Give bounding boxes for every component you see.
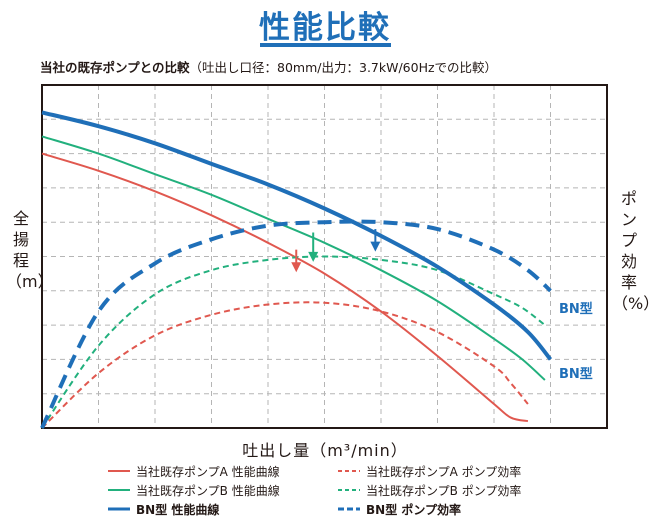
page-title: 性能比較 <box>259 10 391 46</box>
series-pump-a-head <box>41 152 529 423</box>
subtitle-main: 当社の既存ポンプとの比較 <box>40 60 190 75</box>
legend-swatch <box>108 507 130 511</box>
series-pump-b-efficiency <box>41 255 546 429</box>
x-axis-label: 吐出し量（m³/min） <box>242 441 408 460</box>
annotation-bn-efficiency: BN型 <box>559 301 593 317</box>
series-pump-b-head <box>41 135 546 381</box>
legend-swatch <box>108 470 130 472</box>
legend-label: 当社既存ポンプA ポンプ効率 <box>366 464 522 479</box>
series-pump-a-efficiency <box>41 301 529 429</box>
legend-swatch <box>338 470 360 472</box>
legend-swatch <box>338 489 360 491</box>
series-bn-head <box>41 110 553 361</box>
annotation-bn-head: BN型 <box>559 366 593 382</box>
legend-label: BN型 性能曲線 <box>136 502 220 517</box>
subtitle-note: （吐出し口径：80mm/出力：3.7kW/60Hzでの比較） <box>189 60 498 75</box>
legend-swatch <box>338 507 360 511</box>
y-axis-label-efficiency: ポ ン プ 効 率 （%） <box>612 189 650 313</box>
legend-label: 当社既存ポンプA 性能曲線 <box>136 464 280 479</box>
legend-item-pump-a-head: 当社既存ポンプA 性能曲線 <box>108 462 280 480</box>
legend-label: 当社既存ポンプB ポンプ効率 <box>366 483 522 498</box>
efficiency-arrow-head <box>370 241 381 252</box>
y-axis-label-head: 全 揚 程 （m） <box>6 209 54 291</box>
legend-label: BN型 ポンプ効率 <box>366 502 462 517</box>
legend-item-pump-a-efficiency: 当社既存ポンプA ポンプ効率 <box>338 462 521 480</box>
efficiency-arrow-head <box>291 262 302 273</box>
legend-item-pump-b-head: 当社既存ポンプB 性能曲線 <box>108 481 280 499</box>
series-bn-efficiency <box>40 219 552 429</box>
chart-subtitle: 当社の既存ポンプとの比較（吐出し口径：80mm/出力：3.7kW/60Hzでの比… <box>40 57 497 76</box>
legend-item-bn-head: BN型 性能曲線 <box>108 500 219 518</box>
plot-frame <box>41 84 608 429</box>
legend-label: 当社既存ポンプB 性能曲線 <box>136 483 280 498</box>
legend-swatch <box>108 489 130 491</box>
title-underline <box>260 43 391 47</box>
legend-item-pump-b-efficiency: 当社既存ポンプB ポンプ効率 <box>338 481 521 499</box>
legend-item-bn-efficiency: BN型 ポンプ効率 <box>338 500 461 518</box>
efficiency-arrow-head <box>308 251 319 262</box>
